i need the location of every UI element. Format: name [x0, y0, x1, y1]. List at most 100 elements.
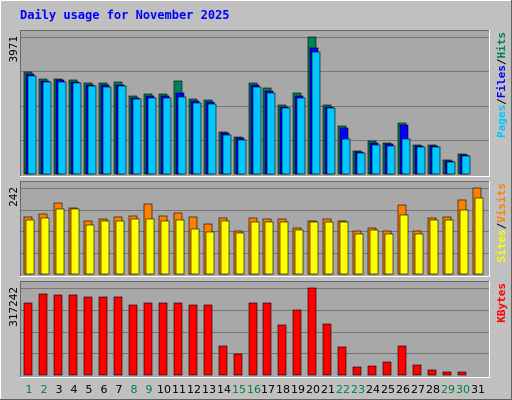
bar-sites — [414, 233, 424, 275]
day-label: 24 — [366, 383, 380, 396]
bar-sites — [444, 219, 454, 275]
bar-sites — [70, 208, 80, 275]
bar-kbytes — [53, 294, 63, 376]
bar-kbytes — [83, 296, 93, 376]
bar-sites — [279, 221, 289, 275]
bar-kbytes — [427, 369, 437, 376]
bar-sites — [250, 221, 260, 275]
bar-pages — [371, 144, 381, 175]
day-label: 31 — [471, 383, 485, 396]
legend-pages: Pages — [495, 105, 508, 138]
bar-pages — [416, 146, 426, 175]
bar-sites — [175, 219, 185, 275]
day-label: 1 — [26, 383, 33, 396]
bar-pages — [57, 81, 67, 175]
bar-pages — [281, 107, 291, 175]
y-max-label: 3971 — [7, 36, 20, 63]
bar-kbytes — [277, 324, 287, 376]
day-label: 2 — [41, 383, 48, 396]
bar-pages — [102, 86, 112, 175]
bar-kbytes — [38, 293, 48, 376]
bar-pages — [461, 155, 471, 175]
day-label: 6 — [101, 383, 108, 396]
bar-kbytes — [203, 304, 213, 376]
bar-kbytes — [442, 371, 452, 376]
day-label: 8 — [131, 383, 138, 396]
bar-sites — [429, 219, 439, 275]
bar-sites — [205, 231, 215, 275]
bar-kbytes — [352, 366, 362, 376]
bar-pages — [252, 86, 262, 175]
bar-pages — [222, 134, 232, 175]
legend-text: Pages/Files/Hits — [495, 32, 508, 138]
bar-kbytes — [382, 361, 392, 376]
bar-kbytes — [397, 345, 407, 376]
bar-sites — [384, 233, 394, 275]
bar-kbytes — [68, 294, 78, 376]
bar-sites — [264, 221, 274, 275]
day-label: 10 — [157, 383, 171, 396]
day-label: 22 — [336, 383, 350, 396]
legend-separator: / — [495, 58, 508, 65]
bar-kbytes — [158, 302, 168, 376]
legend-sites: Sites — [495, 229, 508, 262]
day-label: 5 — [86, 383, 93, 396]
day-label: 17 — [261, 383, 275, 396]
legend-visits: Visits — [495, 183, 508, 223]
chart-title: Daily usage for November 2025 — [20, 8, 230, 22]
y-max-label: 242 — [7, 187, 20, 207]
bar-kbytes — [218, 345, 228, 376]
chart-panels: 3971Pages/Files/Hits242Sites/Visits31724… — [7, 30, 508, 378]
bar-sites — [100, 220, 110, 275]
bar-kbytes — [98, 296, 108, 376]
day-label: 23 — [351, 383, 365, 396]
bar-kbytes — [262, 302, 272, 376]
legend-files: Files — [495, 65, 508, 98]
bar-pages — [401, 138, 411, 175]
panel-kbytes: 317242 KBytes — [7, 281, 508, 378]
y-max-label: 317242 — [7, 287, 20, 327]
day-label: 19 — [291, 383, 305, 396]
bar-kbytes — [412, 364, 422, 376]
day-label: 27 — [411, 383, 425, 396]
day-label: 25 — [381, 383, 395, 396]
bar-sites — [40, 217, 50, 275]
bar-pages — [147, 97, 157, 175]
bar-kbytes — [143, 302, 153, 376]
bar-kbytes — [113, 296, 123, 376]
bar-pages — [237, 139, 247, 175]
day-label: 7 — [116, 383, 123, 396]
bar-pages — [87, 85, 97, 175]
day-label: 21 — [321, 383, 335, 396]
day-label: 3 — [56, 383, 63, 396]
bar-sites — [220, 220, 230, 275]
day-label: 15 — [232, 383, 246, 396]
bar-kbytes — [457, 371, 467, 376]
bar-kbytes — [173, 302, 183, 376]
day-label: 26 — [396, 383, 410, 396]
bar-pages — [207, 103, 217, 175]
bar-pages — [27, 75, 37, 175]
bar-pages — [356, 152, 366, 175]
day-label: 9 — [146, 383, 153, 396]
bar-kbytes — [307, 287, 317, 376]
day-label: 20 — [306, 383, 320, 396]
day-label: 14 — [217, 383, 231, 396]
day-label: 16 — [247, 383, 261, 396]
bar-pages — [42, 81, 52, 175]
bar-pages — [72, 82, 82, 175]
bar-pages — [446, 161, 456, 175]
day-label: 28 — [426, 383, 440, 396]
bar-kbytes — [248, 302, 258, 376]
bar-kbytes — [322, 323, 332, 376]
bar-pages — [132, 98, 142, 175]
bar-sites — [339, 221, 349, 275]
legend-hits: Hits — [495, 32, 508, 59]
bar-kbytes — [367, 365, 377, 376]
bar-sites — [25, 219, 35, 275]
bar-sites — [294, 229, 304, 275]
bar-pages — [177, 96, 187, 175]
day-label: 13 — [202, 383, 216, 396]
bar-kbytes — [292, 309, 302, 376]
